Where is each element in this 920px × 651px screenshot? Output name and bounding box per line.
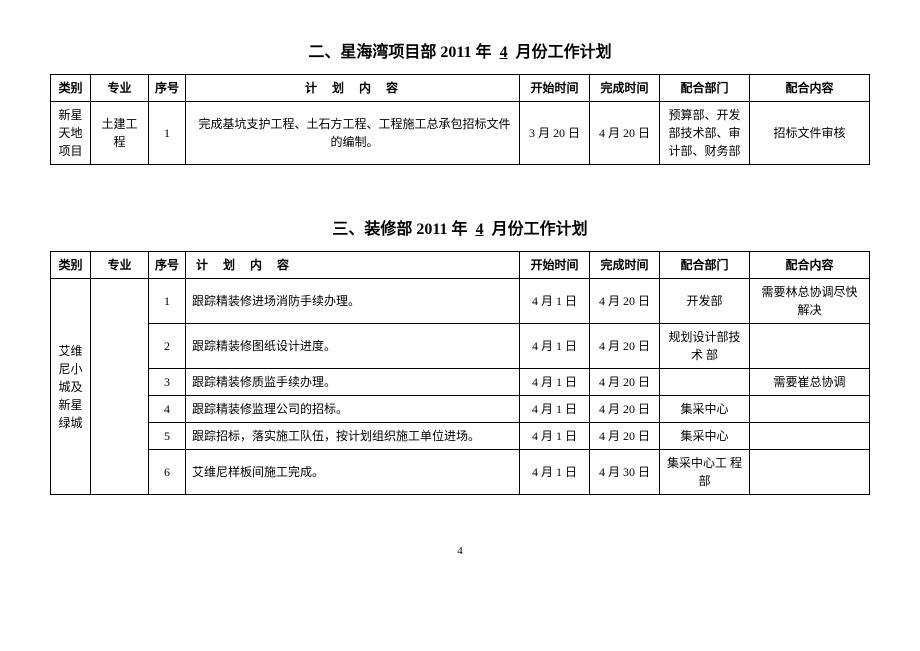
table-row: 4 跟踪精装修监理公司的招标。 4 月 1 日 4 月 20 日 集采中心	[51, 396, 870, 423]
cell-start: 4 月 1 日	[520, 423, 590, 450]
cell-content: 跟踪精装修质监手续办理。	[186, 369, 520, 396]
header-end: 完成时间	[590, 252, 660, 279]
cell-specialty: 土建工程	[91, 102, 149, 165]
cell-start: 4 月 1 日	[520, 396, 590, 423]
table-row: 3 跟踪精装修质监手续办理。 4 月 1 日 4 月 20 日 需要崔总协调	[51, 369, 870, 396]
header-content: 计 划 内 容	[186, 75, 520, 102]
cell-seq: 4	[149, 396, 186, 423]
cell-start: 4 月 1 日	[520, 279, 590, 324]
header-coop: 配合内容	[750, 75, 870, 102]
cell-dept	[660, 369, 750, 396]
table-row: 6 艾维尼样板间施工完成。 4 月 1 日 4 月 30 日 集采中心工 程 部	[51, 450, 870, 495]
cell-start: 3 月 20 日	[520, 102, 590, 165]
cell-coop	[750, 450, 870, 495]
header-category: 类别	[51, 75, 91, 102]
table-header-row: 类别 专业 序号 计 划 内 容 开始时间 完成时间 配合部门 配合内容	[51, 75, 870, 102]
title-year-suffix: 年	[452, 221, 468, 238]
cell-start: 4 月 1 日	[520, 324, 590, 369]
cell-start: 4 月 1 日	[520, 369, 590, 396]
cell-dept: 预算部、开发部技术部、审计部、财务部	[660, 102, 750, 165]
header-dept: 配合部门	[660, 252, 750, 279]
cell-coop	[750, 423, 870, 450]
cell-content: 跟踪精装修图纸设计进度。	[186, 324, 520, 369]
table-row: 5 跟踪招标，落实施工队伍，按计划组织施工单位进场。 4 月 1 日 4 月 2…	[51, 423, 870, 450]
cell-content: 跟踪精装修监理公司的招标。	[186, 396, 520, 423]
cell-content: 艾维尼样板间施工完成。	[186, 450, 520, 495]
header-coop: 配合内容	[750, 252, 870, 279]
cell-start: 4 月 1 日	[520, 450, 590, 495]
cell-content: 完成基坑支护工程、土石方工程、工程施工总承包招标文件的编制。	[186, 102, 520, 165]
cell-category-merged: 艾维尼小城及新星绿城	[51, 279, 91, 495]
cell-coop: 需要林总协调尽快解决	[750, 279, 870, 324]
title-prefix: 三、装修部	[332, 221, 412, 238]
header-category: 类别	[51, 252, 91, 279]
cell-end: 4 月 20 日	[590, 423, 660, 450]
title-year-suffix: 年	[476, 44, 492, 61]
cell-dept: 规划设计部技 术 部	[660, 324, 750, 369]
cell-end: 4 月 30 日	[590, 450, 660, 495]
cell-coop	[750, 324, 870, 369]
cell-dept: 开发部	[660, 279, 750, 324]
table-row: 2 跟踪精装修图纸设计进度。 4 月 1 日 4 月 20 日 规划设计部技 术…	[51, 324, 870, 369]
cell-end: 4 月 20 日	[590, 324, 660, 369]
cell-seq: 5	[149, 423, 186, 450]
header-seq: 序号	[149, 75, 186, 102]
table-row: 新星天地项目 土建工程 1 完成基坑支护工程、土石方工程、工程施工总承包招标文件…	[51, 102, 870, 165]
title-year: 2011	[416, 221, 447, 238]
cell-content: 跟踪精装修进场消防手续办理。	[186, 279, 520, 324]
header-content: 计 划 内 容	[186, 252, 520, 279]
cell-end: 4 月 20 日	[590, 102, 660, 165]
cell-dept: 集采中心	[660, 423, 750, 450]
title-prefix: 二、星海湾项目部	[308, 44, 436, 61]
cell-seq: 3	[149, 369, 186, 396]
table-row: 艾维尼小城及新星绿城 1 跟踪精装修进场消防手续办理。 4 月 1 日 4 月 …	[51, 279, 870, 324]
page-number: 4	[50, 545, 870, 557]
table-header-row: 类别 专业 序号 计 划 内 容 开始时间 完成时间 配合部门 配合内容	[51, 252, 870, 279]
cell-category: 新星天地项目	[51, 102, 91, 165]
section2-table: 类别 专业 序号 计 划 内 容 开始时间 完成时间 配合部门 配合内容 艾维尼…	[50, 251, 870, 495]
cell-content: 跟踪招标，落实施工队伍，按计划组织施工单位进场。	[186, 423, 520, 450]
cell-coop: 招标文件审核	[750, 102, 870, 165]
header-seq: 序号	[149, 252, 186, 279]
cell-coop: 需要崔总协调	[750, 369, 870, 396]
cell-end: 4 月 20 日	[590, 396, 660, 423]
title-month: 4	[472, 221, 488, 238]
cell-seq: 1	[149, 279, 186, 324]
cell-specialty-merged	[91, 279, 149, 495]
cell-dept: 集采中心工 程 部	[660, 450, 750, 495]
cell-dept: 集采中心	[660, 396, 750, 423]
title-year: 2011	[440, 44, 471, 61]
cell-end: 4 月 20 日	[590, 279, 660, 324]
header-start: 开始时间	[520, 252, 590, 279]
header-specialty: 专业	[91, 252, 149, 279]
title-suffix: 月份工作计划	[516, 44, 612, 61]
header-specialty: 专业	[91, 75, 149, 102]
section1-table: 类别 专业 序号 计 划 内 容 开始时间 完成时间 配合部门 配合内容 新星天…	[50, 74, 870, 165]
header-start: 开始时间	[520, 75, 590, 102]
title-month: 4	[496, 44, 512, 61]
cell-coop	[750, 396, 870, 423]
section2-title: 三、装修部 2011 年 4 月份工作计划	[50, 215, 870, 239]
header-end: 完成时间	[590, 75, 660, 102]
cell-seq: 6	[149, 450, 186, 495]
cell-seq: 2	[149, 324, 186, 369]
section1-title: 二、星海湾项目部 2011 年 4 月份工作计划	[50, 38, 870, 62]
cell-seq: 1	[149, 102, 186, 165]
cell-end: 4 月 20 日	[590, 369, 660, 396]
title-suffix: 月份工作计划	[492, 221, 588, 238]
header-dept: 配合部门	[660, 75, 750, 102]
